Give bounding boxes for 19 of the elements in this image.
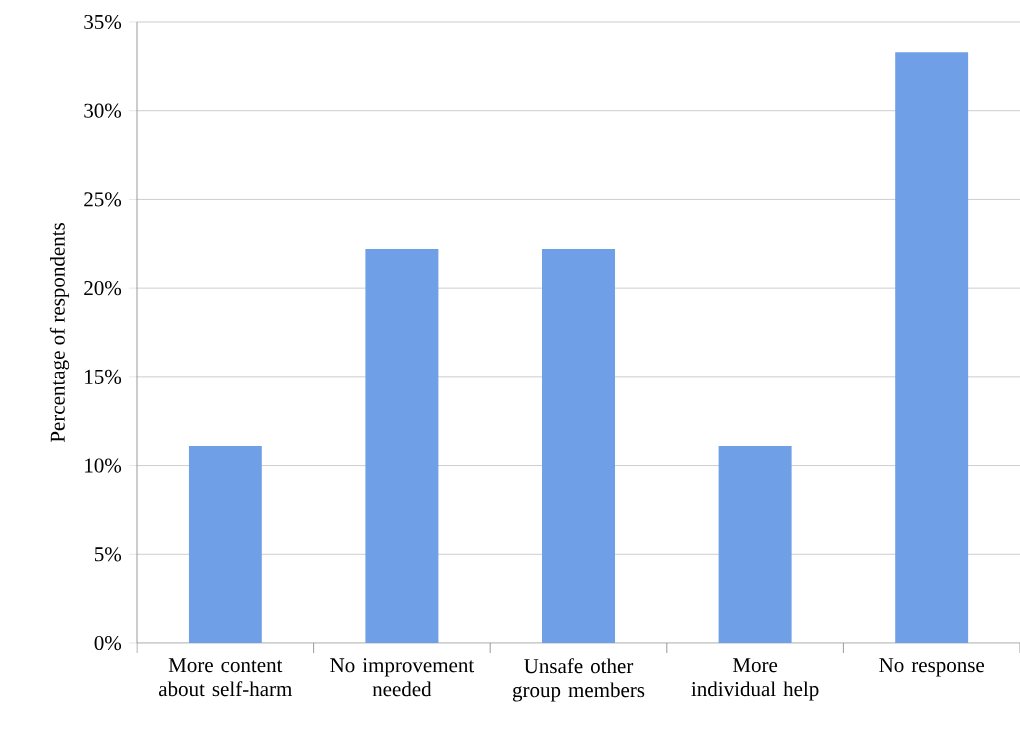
y-tick-label: 0% — [94, 635, 122, 651]
x-tick-label: No response — [879, 658, 985, 677]
x-tick-label: No improvement needed — [330, 658, 475, 697]
bar — [188, 446, 262, 643]
y-tick-label: 25% — [84, 192, 122, 207]
y-tick-label: 5% — [95, 547, 122, 562]
y-tick-label: 15% — [85, 369, 122, 384]
y-tick-label: 20% — [84, 281, 122, 296]
x-tick-label: More content about self-harm — [158, 658, 293, 697]
y-tick-label: 35% — [84, 14, 122, 30]
y-tick-label: 10% — [85, 458, 122, 473]
bar — [365, 249, 439, 643]
bar — [542, 249, 615, 643]
bar — [895, 52, 969, 643]
y-tick-label: 30% — [84, 103, 122, 118]
bar — [718, 446, 792, 643]
x-tick-label: Unsafe other group members — [512, 658, 645, 702]
x-tick-label: More individual help — [691, 658, 819, 701]
y-axis-title: Percentage of respondents — [49, 223, 70, 443]
